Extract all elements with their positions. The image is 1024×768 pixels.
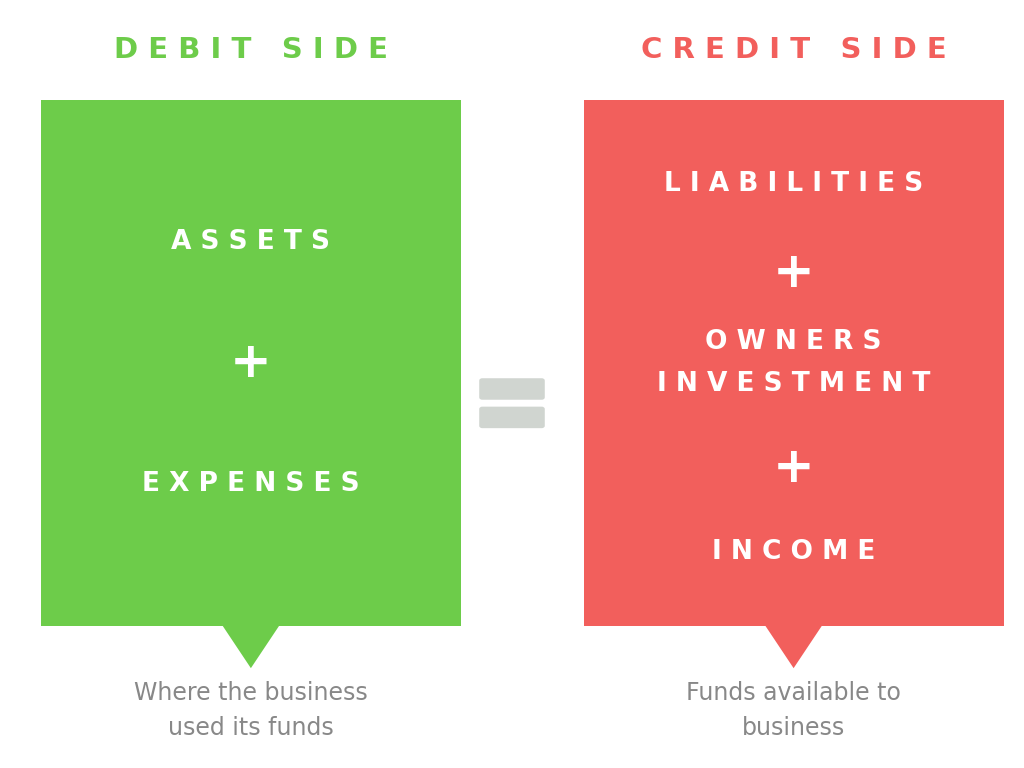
Text: A S S E T S: A S S E T S: [171, 229, 331, 255]
Text: E X P E N S E S: E X P E N S E S: [142, 471, 359, 497]
Text: +: +: [230, 339, 271, 387]
Text: O W N E R S
I N V E S T M E N T: O W N E R S I N V E S T M E N T: [657, 329, 930, 397]
Text: D E B I T   S I D E: D E B I T S I D E: [114, 36, 388, 64]
Text: +: +: [773, 250, 814, 297]
Text: Funds available to
business: Funds available to business: [686, 680, 901, 740]
Polygon shape: [223, 626, 279, 668]
FancyBboxPatch shape: [41, 100, 461, 626]
Text: L I A B I L I T I E S: L I A B I L I T I E S: [664, 171, 924, 197]
FancyBboxPatch shape: [479, 379, 545, 400]
Text: +: +: [773, 444, 814, 492]
FancyBboxPatch shape: [584, 100, 1004, 626]
Text: C R E D I T   S I D E: C R E D I T S I D E: [641, 36, 946, 64]
Text: Where the business
used its funds: Where the business used its funds: [134, 680, 368, 740]
Polygon shape: [765, 626, 821, 668]
FancyBboxPatch shape: [479, 407, 545, 429]
Text: I N C O M E: I N C O M E: [712, 539, 876, 565]
